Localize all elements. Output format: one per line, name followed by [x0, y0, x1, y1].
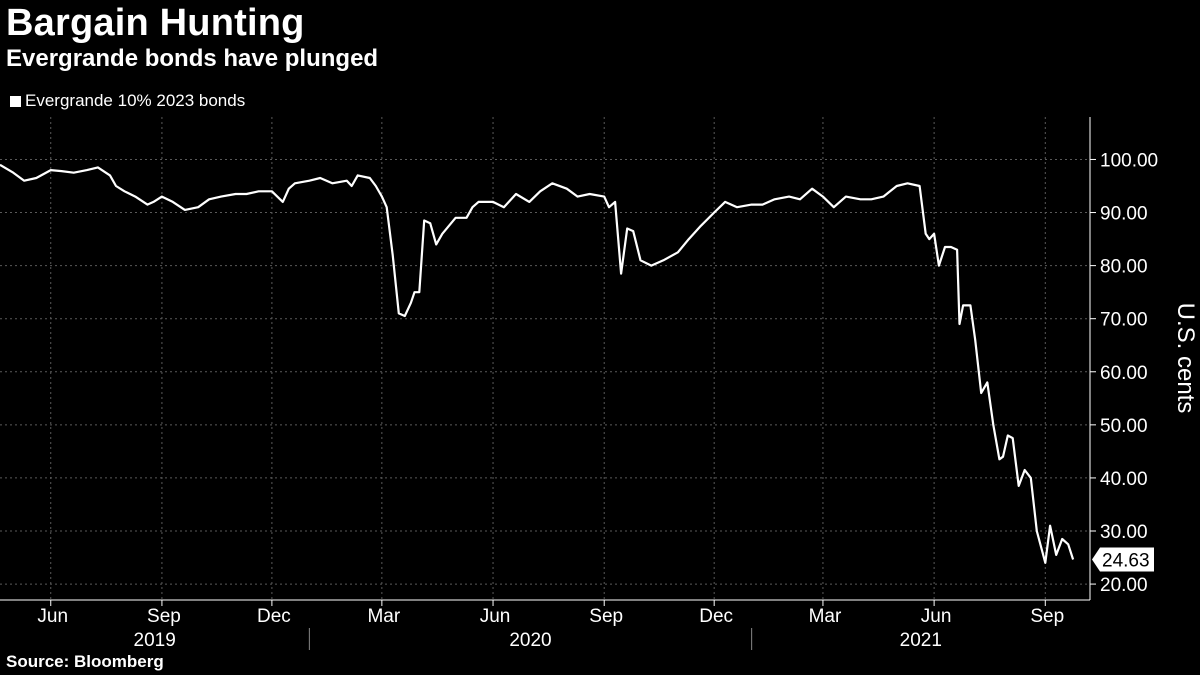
- y-tick-label: 80.00: [1100, 257, 1148, 278]
- x-tick-label: Mar: [367, 606, 400, 627]
- source-note: Source: Bloomberg: [6, 652, 164, 671]
- axes: 100.00 90.00 80.00 70.00 60.00 50.00 40.00 30.0…: [0, 117, 1158, 651]
- y-tick-label: 60.00: [1100, 363, 1148, 384]
- last-value-tag: [1092, 547, 1154, 572]
- chart-subtitle: Evergrande bonds have plunged: [6, 45, 379, 72]
- chart-title: Bargain Hunting: [6, 2, 305, 44]
- x-tick-label: Jun: [37, 606, 68, 627]
- legend: Evergrande 10% 2023 bonds: [10, 91, 245, 111]
- y-axis-title: U.S. cents: [1172, 303, 1199, 414]
- x-year-label: 2020: [509, 630, 551, 651]
- x-tick-label: Dec: [699, 606, 733, 627]
- x-year-label: 2019: [134, 630, 176, 651]
- y-tick-label: 30.00: [1100, 522, 1148, 543]
- grid: [0, 117, 1090, 600]
- y-tick-label: 20.00: [1100, 575, 1148, 596]
- y-tick-label: 70.00: [1100, 310, 1148, 331]
- y-tick-label: 40.00: [1100, 469, 1148, 490]
- legend-label: Evergrande 10% 2023 bonds: [25, 91, 246, 110]
- x-tick-label: Sep: [1030, 606, 1064, 627]
- y-tick-label: 50.00: [1100, 416, 1148, 437]
- last-value-callout: 24.63: [1092, 547, 1154, 572]
- x-tick-label: Sep: [147, 606, 181, 627]
- x-tick-label: Mar: [809, 606, 842, 627]
- y-tick-label: 90.00: [1100, 204, 1148, 225]
- x-tick-label: Jun: [921, 606, 952, 627]
- x-tick-label: Sep: [589, 606, 623, 627]
- y-tick-label: 100.00: [1100, 150, 1158, 171]
- x-tick-label: Dec: [257, 606, 291, 627]
- last-value-label: 24.63: [1102, 551, 1150, 572]
- plot-area: 24.63: [0, 163, 1154, 572]
- x-tick-label: Jun: [480, 606, 511, 627]
- series-line-evergrande-10pct-2023-bonds: [0, 163, 1075, 564]
- legend-swatch: [10, 95, 21, 107]
- x-year-label: 2021: [900, 630, 942, 651]
